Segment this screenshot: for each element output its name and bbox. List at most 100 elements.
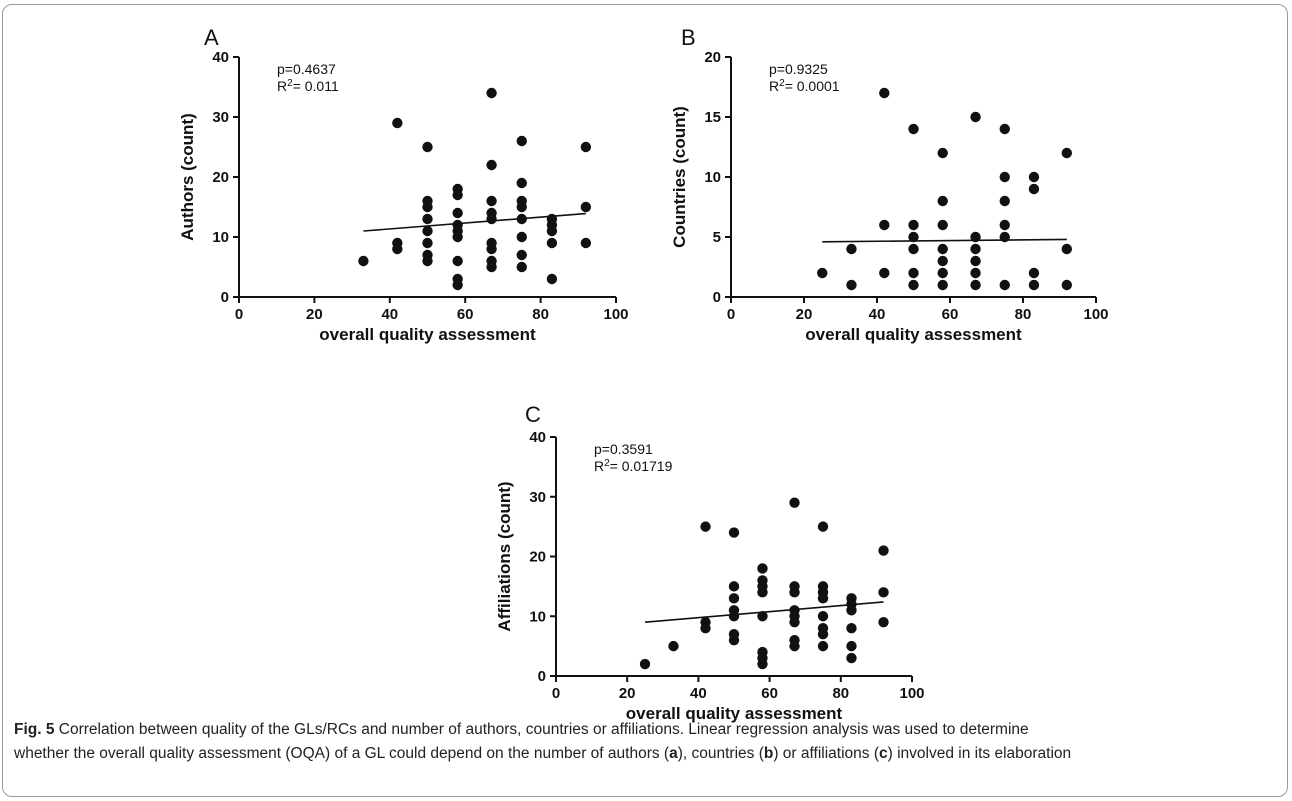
panel-c-data-point — [846, 652, 857, 664]
panel-c-data-point — [789, 640, 800, 652]
caption-line-2: whether the overall quality assessment (… — [14, 742, 1280, 766]
panel-a-data-point — [422, 213, 433, 225]
panel-a-data-point — [422, 225, 433, 237]
panel-a-data-point — [392, 243, 403, 255]
panel-b-data-point — [846, 243, 857, 255]
panel-b-data-point — [1028, 171, 1040, 183]
panel-a-data-point — [516, 231, 527, 243]
panel-c-data-point — [817, 521, 829, 532]
panel-b-data-point — [817, 267, 828, 279]
panel-c: C 0 10 20 30 40 0 20 40 60 80 100 overall quality as… — [495, 402, 925, 723]
panel-b-data-point — [999, 231, 1010, 243]
panel-c-data-point — [728, 581, 740, 592]
panel-c-data-point — [757, 611, 768, 622]
caption-text-1: Correlation between quality of the GLs/R… — [54, 721, 1029, 738]
panel-a-data-point — [452, 255, 463, 267]
panel-a-x-axis-title: overall quality assessment — [319, 325, 536, 344]
panel-c-y-axis-title: Affiliations (count) — [495, 481, 514, 631]
panel-b-x-tick-label: 60 — [942, 306, 959, 323]
panel-b-data-point — [908, 219, 919, 231]
panel-b-p-value: p=0.9325 — [769, 61, 828, 77]
panel-c-y-tick-label: 0 — [538, 668, 546, 685]
panel-a-data-point — [422, 255, 433, 267]
panel-c-data-point — [728, 593, 740, 604]
panel-a-x-tick-label: 0 — [235, 306, 243, 323]
panel-b-data-point — [970, 243, 981, 255]
panel-c-data-point — [789, 587, 800, 598]
panel-b-x-tick-label: 40 — [869, 306, 886, 323]
panel-a-y-tick-label: 20 — [212, 169, 229, 186]
panel-c-data-point — [700, 623, 711, 634]
panel-b-data-point — [999, 219, 1010, 231]
panel-b-letter: B — [681, 25, 696, 50]
panel-c-data-point — [668, 640, 679, 652]
panel-b-data-point — [970, 111, 981, 123]
panel-c-x-tick-label: 0 — [552, 685, 560, 702]
caption-ref-b: b — [763, 745, 774, 762]
panel-b-data-point — [937, 195, 948, 207]
panel-a: A 0 10 20 30 40 0 20 40 60 80 100 overall quality as… — [178, 25, 629, 344]
panel-c-data-point — [757, 658, 768, 670]
panel-c-data-point — [846, 640, 857, 652]
panel-c-data-point — [728, 611, 740, 622]
panel-b-regression-line — [822, 238, 1067, 243]
panel-b-data-point — [908, 231, 919, 243]
panel-b: B 0 5 10 15 20 0 20 40 60 80 100 overall quality ass… — [670, 25, 1109, 344]
panel-c-data-point — [817, 593, 829, 604]
panel-b-data-point — [879, 87, 890, 99]
panel-a-data-point — [452, 279, 463, 291]
panel-a-data-point — [546, 225, 558, 237]
panel-b-x-tick-label: 0 — [727, 306, 735, 323]
panel-a-data-point — [516, 135, 527, 147]
panel-a-y-axis-title: Authors (count) — [178, 113, 197, 240]
panel-b-data-point — [937, 147, 948, 159]
panel-b-data-point — [937, 219, 948, 231]
panel-b-y-tick-label: 10 — [704, 169, 721, 186]
panel-c-y-tick-label: 20 — [529, 549, 546, 566]
panel-a-data-point — [546, 273, 558, 285]
panel-b-data-point — [846, 279, 857, 291]
panel-a-data-point — [392, 117, 403, 129]
panel-c-data-point — [846, 623, 857, 634]
panel-a-data-point — [486, 243, 497, 255]
panel-c-data-point — [639, 658, 651, 670]
panel-a-y-tick-label: 0 — [221, 289, 229, 306]
panel-c-data-point — [789, 497, 800, 508]
panel-a-data-point — [452, 189, 463, 201]
panel-c-data-point — [817, 611, 829, 622]
panel-b-data-point — [970, 231, 981, 243]
panel-b-x-tick-label: 20 — [796, 306, 813, 323]
panel-b-y-axis-title: Countries (count) — [670, 106, 689, 248]
caption-text-2c: ) or affiliations ( — [773, 745, 879, 762]
panel-b-x-tick-label: 100 — [1083, 306, 1108, 323]
panel-a-data-point — [422, 141, 433, 153]
panel-b-data-point — [879, 219, 890, 231]
panel-b-data-point — [908, 267, 919, 279]
panel-c-data-point — [789, 617, 800, 628]
panel-a-y-tick-label: 40 — [212, 49, 229, 66]
panel-a-data-point — [516, 177, 527, 189]
panel-c-data-point — [757, 587, 768, 598]
panel-a-data-point — [516, 213, 527, 225]
panel-c-data-point — [700, 521, 711, 532]
panel-b-data-point — [1028, 183, 1040, 195]
panel-c-data-point — [757, 563, 768, 574]
panel-a-y-tick-label: 10 — [212, 229, 229, 246]
panel-b-data-point — [1061, 279, 1073, 291]
panel-a-data-point — [580, 201, 592, 213]
caption-fig-label: Fig. 5 — [14, 721, 55, 738]
panel-b-y-tick-label: 15 — [704, 109, 721, 126]
panel-b-data-point — [1061, 147, 1073, 159]
panel-c-data-point — [728, 527, 740, 538]
panel-b-data-point — [970, 267, 981, 279]
panel-a-data-point — [358, 255, 369, 267]
panel-a-x-tick-label: 60 — [457, 306, 474, 323]
caption-ref-c: c — [879, 745, 888, 762]
panel-b-data-point — [970, 279, 981, 291]
panel-b-data-point — [908, 243, 919, 255]
panel-b-data-point — [999, 279, 1010, 291]
caption-text-2d: ) involved in its elaboration — [887, 745, 1072, 762]
panel-a-data-point — [422, 237, 433, 249]
panel-a-data-point — [516, 201, 527, 213]
panel-b-data-point — [937, 279, 948, 291]
